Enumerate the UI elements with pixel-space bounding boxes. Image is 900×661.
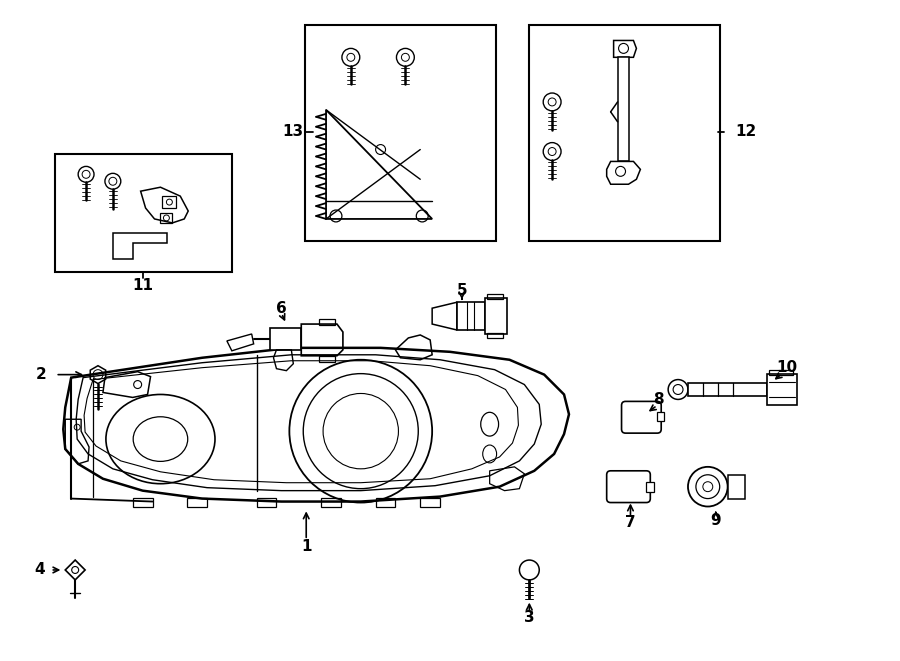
FancyBboxPatch shape (622, 401, 662, 433)
Bar (305, 24, 496, 241)
Bar (727, 475, 745, 498)
Bar (770, 369, 793, 375)
Text: 8: 8 (652, 392, 663, 407)
Bar (688, 383, 768, 397)
Text: 3: 3 (524, 610, 535, 625)
Bar (487, 294, 502, 299)
Polygon shape (63, 348, 569, 502)
Bar (617, 58, 629, 161)
Bar (375, 498, 395, 508)
Bar (132, 498, 152, 508)
Bar (256, 498, 276, 508)
Bar (160, 213, 173, 223)
Text: 7: 7 (626, 515, 635, 530)
Bar (420, 498, 440, 508)
Text: 12: 12 (735, 124, 757, 139)
Bar (55, 153, 232, 272)
FancyBboxPatch shape (607, 471, 651, 502)
Bar (321, 498, 341, 508)
Bar (485, 298, 507, 334)
Text: 11: 11 (132, 278, 153, 293)
Bar (487, 333, 502, 338)
Text: 4: 4 (34, 563, 45, 578)
Text: 2: 2 (36, 367, 47, 382)
Circle shape (668, 379, 688, 399)
Bar (162, 196, 176, 208)
Text: 1: 1 (301, 539, 311, 554)
Bar (768, 373, 797, 405)
Bar (646, 482, 654, 492)
Bar (269, 328, 302, 350)
Text: 13: 13 (282, 124, 303, 139)
Text: 6: 6 (276, 301, 287, 316)
Text: 5: 5 (456, 283, 467, 298)
Bar (187, 498, 207, 508)
Text: 9: 9 (710, 513, 721, 528)
Bar (529, 24, 720, 241)
Bar (657, 412, 664, 421)
Text: 10: 10 (777, 360, 797, 375)
Bar (457, 302, 485, 330)
Bar (320, 356, 335, 362)
Bar (320, 319, 335, 325)
